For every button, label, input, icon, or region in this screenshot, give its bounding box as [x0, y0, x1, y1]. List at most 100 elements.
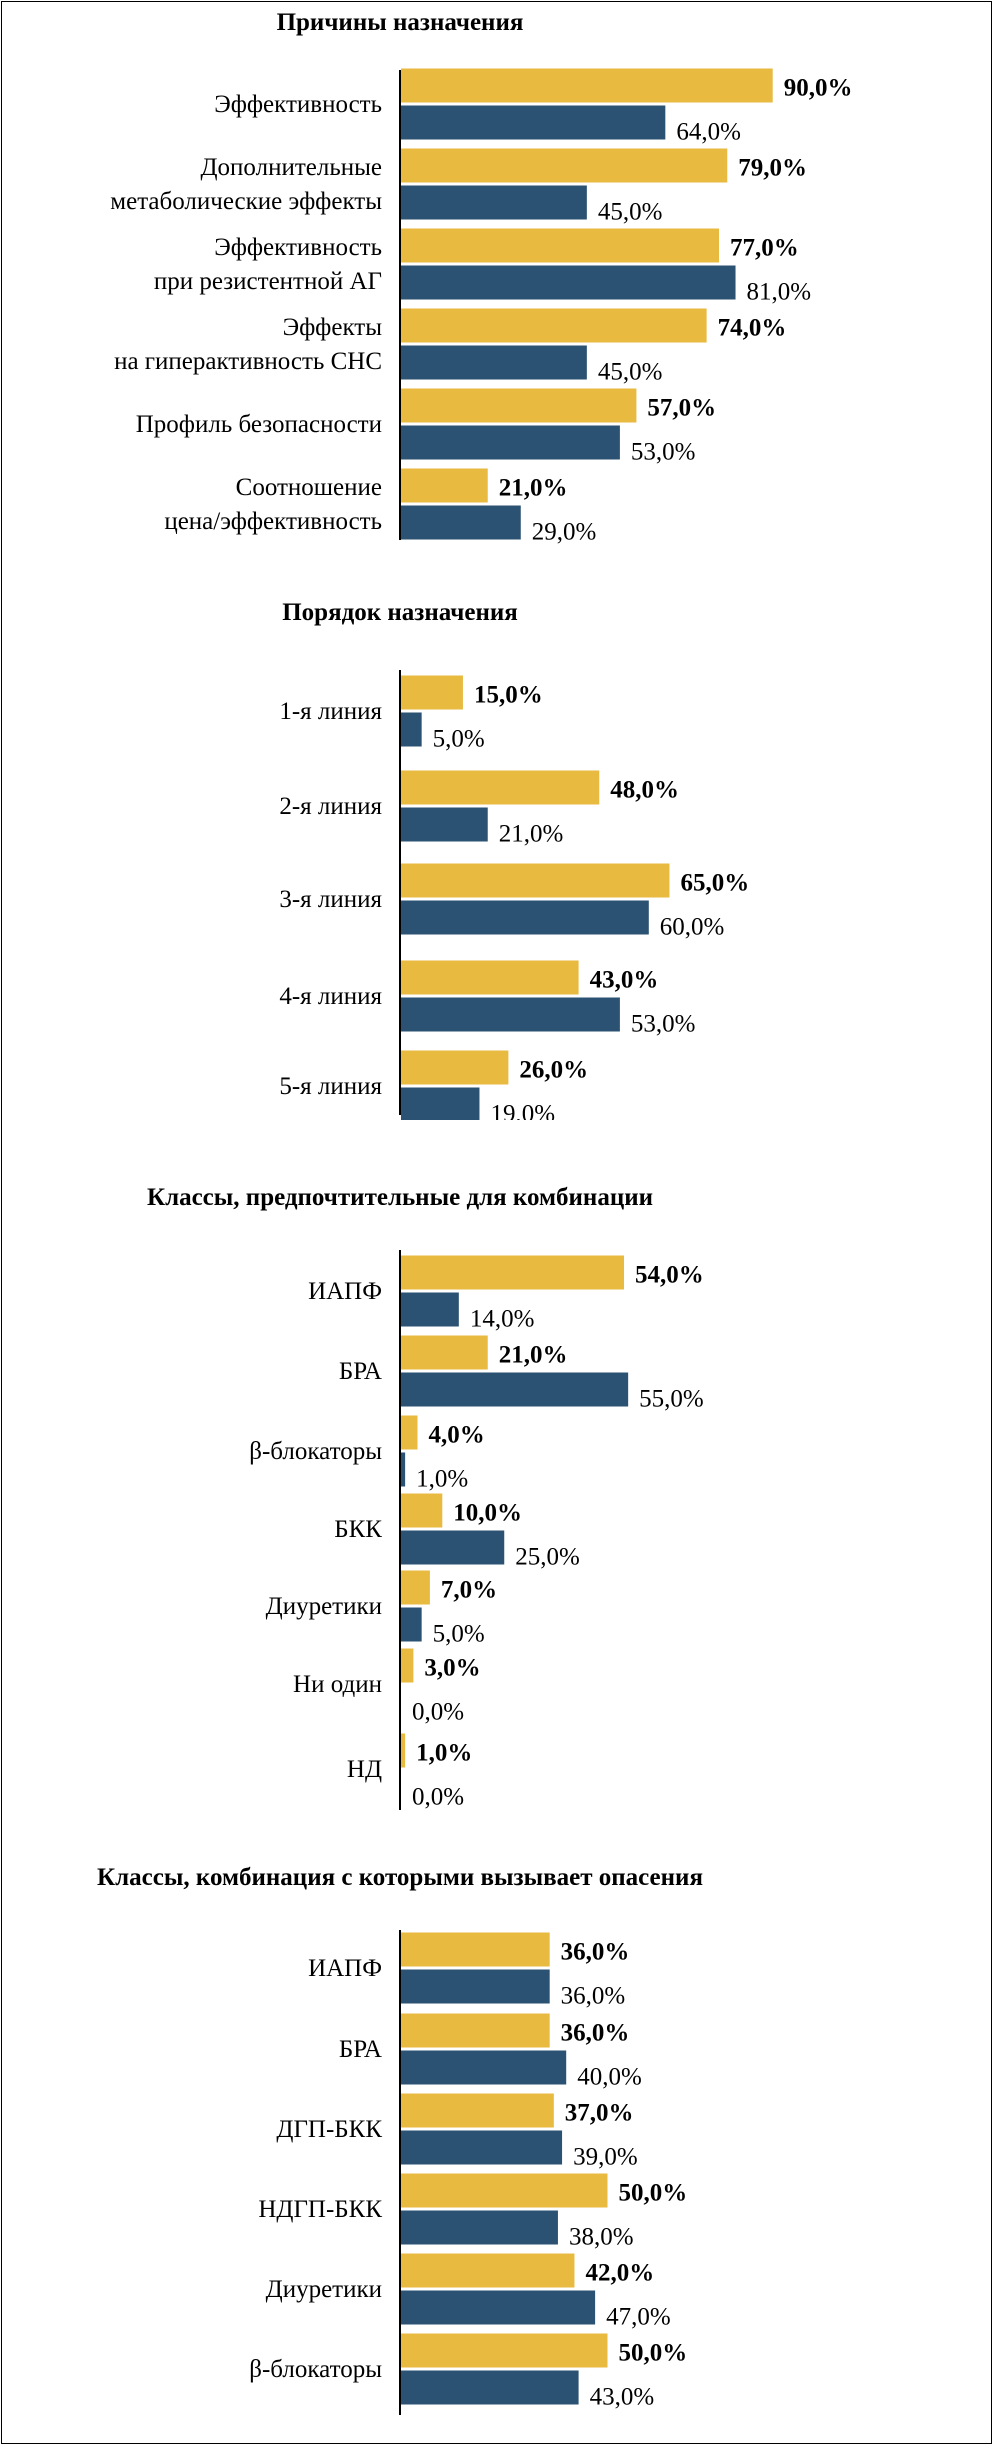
bar-series-b	[401, 2210, 558, 2245]
data-label-series-a: 65,0%	[680, 870, 749, 897]
data-label-series-b: 19,0%	[490, 1101, 555, 1121]
bar-series-a	[401, 2333, 608, 2368]
data-label-series-a: 54,0%	[635, 1262, 704, 1289]
category-label: 3-я линия	[279, 886, 382, 913]
data-label-series-b: 25,0%	[515, 1544, 580, 1571]
bar-series-b	[401, 900, 649, 935]
bar-series-b	[401, 1292, 459, 1327]
bar-chart-3: Классы, предпочтительные для комбинации И…	[0, 1165, 995, 1815]
bar-series-b	[401, 345, 587, 380]
category-label: ИАПФ	[308, 1278, 382, 1305]
bar-series-b	[401, 1372, 629, 1407]
category-label-line: Диуретики	[266, 1593, 382, 1620]
category-label-line: β-блокаторы	[249, 1438, 382, 1465]
bar-series-a	[401, 68, 773, 103]
data-label-series-b: 64,0%	[676, 119, 741, 146]
data-label-series-b: 14,0%	[470, 1306, 535, 1333]
category-label: Дополнительные метаболические эффекты	[110, 154, 382, 215]
data-label-series-a: 48,0%	[610, 777, 679, 804]
bar-chart-1: Причины назначения Эффективность 90,0% 64,0…	[0, 0, 995, 545]
bar-series-a	[401, 960, 579, 995]
data-label-series-b: 60,0%	[660, 914, 725, 941]
bar-series-b	[401, 1530, 505, 1565]
category-label-line: Соотношение	[236, 474, 382, 501]
bar-series-a	[401, 468, 488, 503]
bar-series-b	[401, 2370, 579, 2405]
data-label-series-a: 26,0%	[519, 1057, 588, 1084]
category-label-line: при резистентной АГ	[154, 268, 382, 295]
data-label-series-b: 21,0%	[499, 821, 564, 848]
data-label-series-b: 53,0%	[631, 439, 696, 466]
category-label-line: ИАПФ	[308, 1278, 382, 1305]
category-label: 5-я линия	[279, 1073, 382, 1100]
data-label-series-b: 5,0%	[433, 726, 485, 753]
chart-title: Причины назначения	[277, 9, 524, 36]
category-label-line: ИАПФ	[308, 1955, 382, 1982]
data-label-series-a: 79,0%	[738, 155, 807, 182]
bar-chart-2: Порядок назначения 1-я линия 15,0% 5,0% 2-я …	[0, 580, 995, 1120]
category-label-line: ДГП-БКК	[276, 2116, 382, 2143]
data-label-series-a: 50,0%	[619, 2340, 688, 2367]
data-label-series-a: 21,0%	[499, 475, 568, 502]
category-label-line: НДГП-БКК	[258, 2196, 382, 2223]
category-label: Ни один	[293, 1671, 382, 1698]
data-label-series-a: 10,0%	[453, 1500, 522, 1527]
chart-title: Порядок назначения	[282, 599, 518, 626]
category-label: β-блокаторы	[249, 1438, 382, 1465]
category-label: Профиль безопасности	[136, 411, 382, 438]
category-label: НД	[347, 1756, 382, 1783]
category-label-line: β-блокаторы	[249, 2356, 382, 2383]
bar-chart-4: Классы, комбинация с которыми вызывает о…	[0, 1845, 995, 2420]
category-label-line: цена/эффективность	[164, 508, 382, 535]
bar-series-a	[401, 1255, 625, 1290]
data-label-series-b: 81,0%	[747, 279, 812, 306]
bar-series-b	[401, 1607, 422, 1642]
category-label-line: 1-я линия	[279, 698, 382, 725]
data-label-series-a: 57,0%	[647, 395, 716, 422]
data-label-series-b: 38,0%	[569, 2224, 634, 2251]
data-label-series-a: 74,0%	[718, 315, 787, 342]
category-label: Диуретики	[266, 2276, 382, 2303]
bar-series-a	[401, 1648, 414, 1683]
category-label: Соотношение цена/эффективность	[164, 474, 382, 535]
bar-series-a	[401, 308, 707, 343]
bar-series-b	[401, 712, 422, 747]
bar-series-b	[401, 425, 620, 460]
category-label-line: 3-я линия	[279, 886, 382, 913]
data-label-series-b: 5,0%	[433, 1621, 485, 1648]
data-label-series-b: 45,0%	[598, 199, 663, 226]
data-label-series-a: 15,0%	[474, 682, 543, 709]
category-label: 4-я линия	[279, 983, 382, 1010]
category-label: 2-я линия	[279, 793, 382, 820]
chart-title: Классы, комбинация с которыми вызывает о…	[97, 1864, 703, 1891]
category-label: ИАПФ	[308, 1955, 382, 1982]
category-label: Эффекты на гиперактивность СНС	[114, 314, 382, 375]
bar-series-a	[401, 770, 600, 805]
category-label: НДГП-БКК	[258, 2196, 382, 2223]
bar-series-b	[401, 1452, 406, 1487]
category-label-line: 5-я линия	[279, 1073, 382, 1100]
data-label-series-b: 1,0%	[416, 1466, 468, 1493]
category-label-line: Эффективность	[214, 91, 382, 118]
data-label-series-a: 77,0%	[730, 235, 799, 262]
category-label-line: 4-я линия	[279, 983, 382, 1010]
category-label-line: Ни один	[293, 1671, 382, 1698]
category-label: ДГП-БКК	[276, 2116, 382, 2143]
category-label-line: НД	[347, 1756, 382, 1783]
bar-series-a	[401, 2093, 554, 2128]
bar-series-a	[401, 228, 720, 263]
bar-series-b	[401, 2050, 567, 2085]
chart-svg: Порядок назначения 1-я линия 15,0% 5,0% 2-я …	[279, 599, 749, 1121]
data-label-series-b: 45,0%	[598, 359, 663, 386]
bar-series-a	[401, 2173, 608, 2208]
bar-series-b	[401, 1087, 480, 1120]
data-label-series-b: 36,0%	[561, 1983, 626, 2010]
bar-series-a	[401, 2013, 550, 2048]
category-label-line: метаболические эффекты	[110, 188, 382, 215]
data-label-series-b: 0,0%	[412, 1784, 464, 1811]
category-label: БРА	[339, 2036, 382, 2063]
category-label-line: Профиль безопасности	[136, 411, 382, 438]
category-label: 1-я линия	[279, 698, 382, 725]
bar-series-b	[401, 2130, 563, 2165]
